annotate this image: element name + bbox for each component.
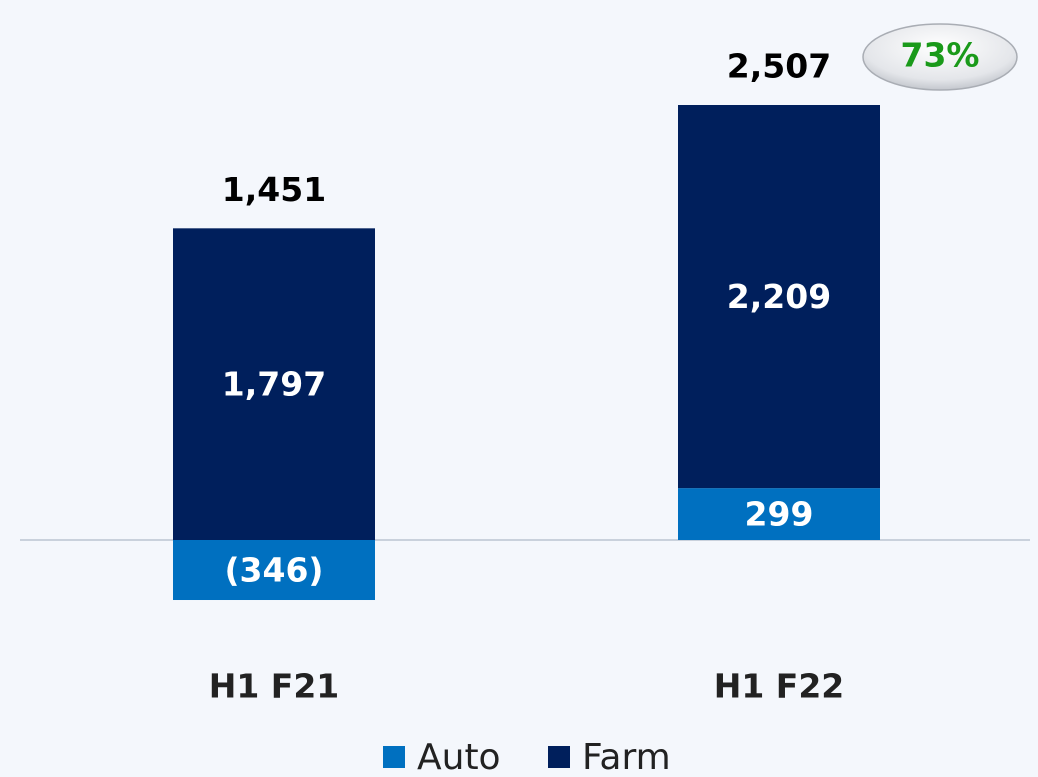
bar-segment bbox=[173, 540, 375, 601]
annotation: 73% bbox=[901, 36, 980, 75]
total-label: 1,451 bbox=[222, 170, 326, 209]
category-label: H1 F22 bbox=[714, 667, 845, 706]
legend-label: Farm bbox=[582, 737, 671, 777]
data-label: (346) bbox=[224, 551, 323, 590]
data-label: 299 bbox=[745, 495, 814, 534]
annotation-badge bbox=[862, 23, 1018, 91]
total-label: 2,507 bbox=[727, 47, 831, 86]
bar-segment bbox=[678, 105, 880, 489]
bar-segment bbox=[678, 488, 880, 540]
category-label: H1 F21 bbox=[209, 667, 340, 706]
legend-swatch bbox=[548, 746, 570, 768]
legend-label: Auto bbox=[417, 737, 501, 777]
data-label: 1,797 bbox=[222, 365, 326, 404]
bar-segment bbox=[173, 228, 375, 540]
data-label: 2,209 bbox=[727, 277, 831, 316]
legend-swatch bbox=[383, 746, 405, 768]
